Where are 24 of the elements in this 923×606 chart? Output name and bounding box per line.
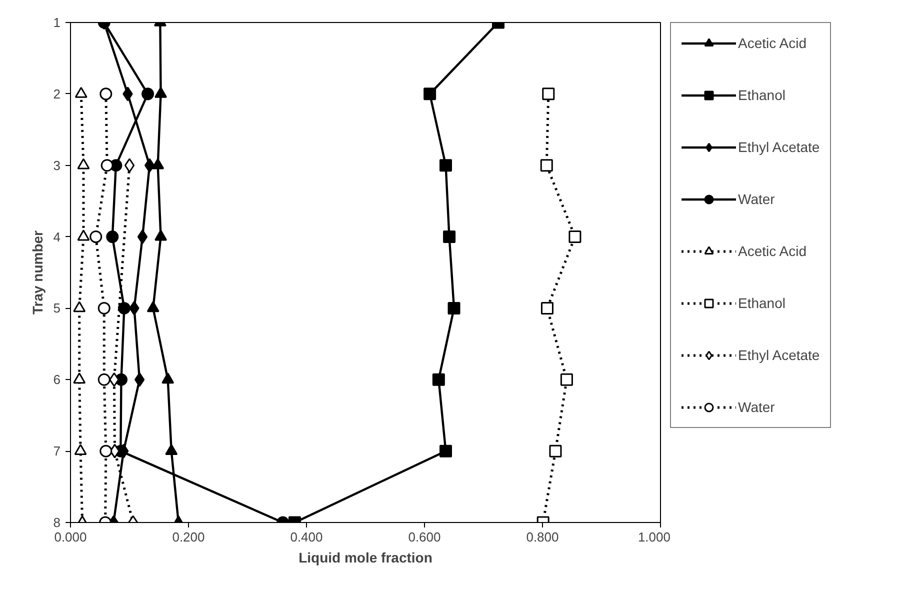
- x-tick-label: 1.000: [638, 530, 671, 544]
- y-tick-label: 8: [53, 515, 61, 530]
- legend-label: Acetic Acid: [738, 35, 806, 51]
- x-tick-label: 0.000: [54, 530, 87, 544]
- y-tick-label: 7: [53, 444, 61, 459]
- legend-label: Ethanol: [738, 87, 786, 103]
- legend-label: Ethanol: [738, 295, 786, 311]
- legend-label: Water: [738, 399, 775, 415]
- y-tick-label: 5: [53, 300, 61, 316]
- legend-label: Ethyl Acetate: [738, 347, 820, 363]
- legend-label: Water: [738, 191, 775, 207]
- legend-label: Ethyl Acetate: [738, 139, 820, 155]
- y-axis-title: Tray number: [29, 230, 46, 315]
- y-tick-label: 3: [53, 158, 61, 173]
- y-tick-label: 4: [53, 229, 61, 244]
- y-tick-label: 1: [53, 15, 61, 30]
- x-axis-title: Liquid mole fraction: [298, 550, 432, 566]
- x-tick-label: 0.200: [172, 530, 205, 544]
- x-tick-label: 0.800: [526, 530, 559, 544]
- legend-label: Acetic Acid: [738, 243, 806, 259]
- y-tick-label: 6: [53, 372, 61, 388]
- y-tick-label: 2: [53, 86, 61, 102]
- x-tick-label: 0.600: [408, 530, 441, 544]
- x-tick-label: 0.400: [290, 530, 323, 544]
